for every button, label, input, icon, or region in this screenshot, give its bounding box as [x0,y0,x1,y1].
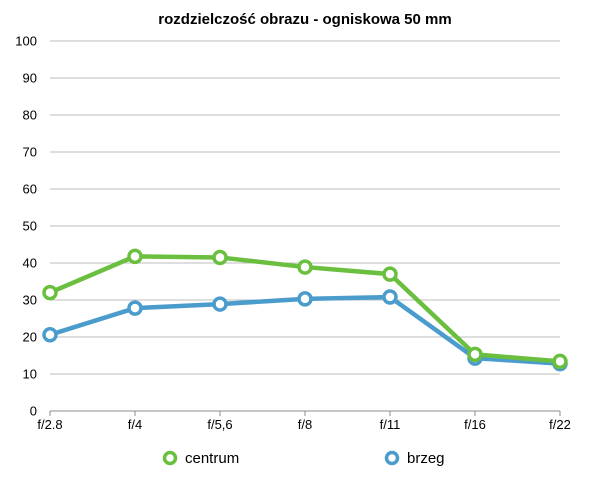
data-point [297,291,313,307]
series-layer [42,248,568,372]
data-point [42,284,58,301]
x-tick-label: f/22 [549,417,571,432]
legend-label: brzeg [407,450,445,467]
series-brzeg [42,289,568,372]
x-tick-label: f/11 [380,417,401,432]
data-point [382,289,398,305]
x-tick-label: f/2.8 [37,417,62,432]
y-tick-label: 30 [23,293,37,308]
x-tick-label: f/8 [298,417,312,432]
legend-label: centrum [185,450,239,467]
x-tick-label: f/4 [128,417,142,432]
data-point [212,249,228,266]
x-tick-label: f/16 [464,417,486,432]
data-point [212,296,228,312]
data-point [42,327,58,343]
legend-marker [384,450,400,466]
chart-title: rozdzielczość obrazu - ogniskowa 50 mm [158,11,451,28]
data-point [552,353,568,370]
data-point [297,259,313,275]
legend-marker [162,450,178,466]
data-point [382,266,398,282]
y-tick-label: 20 [23,330,37,345]
data-point [127,300,143,316]
y-tick-label: 70 [23,145,37,160]
series-centrum [42,248,568,370]
data-point [467,346,483,363]
y-tick-label: 90 [23,71,37,86]
legend-item: centrum [162,450,239,467]
x-axis-ticks: f/2.8 f/4 f/5,6 f/8 f/11 f/16 f/22 [37,411,571,432]
legend: centrum brzeg [162,450,445,467]
y-tick-label: 80 [23,108,37,123]
data-point [127,248,143,265]
y-tick-label: 0 [30,404,37,419]
y-axis-ticks: 0 10 20 30 40 50 60 70 80 90 100 [15,34,37,419]
y-tick-label: 100 [15,34,37,49]
y-tick-label: 50 [23,219,37,234]
legend-item: brzeg [384,450,445,467]
y-tick-label: 60 [23,182,37,197]
y-tick-label: 10 [23,367,37,382]
x-tick-label: f/5,6 [207,417,232,432]
y-tick-label: 40 [23,256,37,271]
